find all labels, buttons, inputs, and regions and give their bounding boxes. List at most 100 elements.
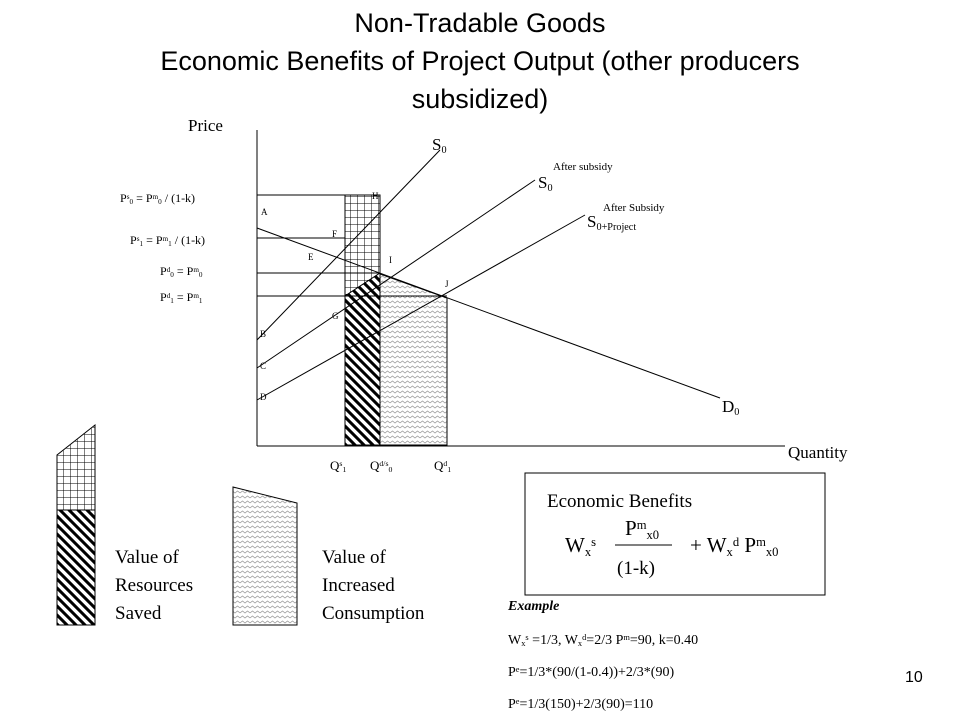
label-text: P xyxy=(508,697,516,712)
example-line: Wxs =1/3, Wxd=2/3 Pm=90, k=0.40 xyxy=(508,633,698,648)
page-number: 10 xyxy=(905,669,923,686)
label-sup: m xyxy=(163,235,169,243)
label-text: = P xyxy=(174,264,194,278)
legend-swatch-zig xyxy=(232,486,298,626)
label-text: Q xyxy=(330,458,340,473)
formula-part: Wxs xyxy=(565,533,596,559)
label-sup: s xyxy=(525,633,528,642)
label-sup: d xyxy=(733,535,740,549)
curve-label: D0 xyxy=(722,397,739,418)
label-sup: m xyxy=(623,633,630,642)
legend-label: Value of xyxy=(322,547,387,568)
curve-label: S0 xyxy=(538,173,553,194)
label-sup: d xyxy=(167,292,171,300)
resources-diag-area xyxy=(344,272,381,446)
label-sub: x xyxy=(521,639,526,648)
label-text: + W xyxy=(690,533,727,557)
label-sup: m xyxy=(193,292,199,300)
point-label: F xyxy=(332,229,337,239)
label-text: / (1-k) xyxy=(172,233,205,247)
demand-d0 xyxy=(256,227,721,399)
y-axis-label: Price xyxy=(188,116,223,135)
label-text: P xyxy=(160,290,167,304)
label-sub: x xyxy=(585,545,592,559)
label-text: S xyxy=(538,173,547,192)
curve-label: S0 xyxy=(432,135,447,156)
label-text: S xyxy=(587,212,596,231)
point-label: D xyxy=(260,392,267,402)
label-text: = P xyxy=(133,191,153,205)
supply-s0 xyxy=(256,149,441,341)
label-sub: 0+Project xyxy=(596,222,636,233)
label-sup: e xyxy=(516,697,520,706)
curve-note: After subsidy xyxy=(553,161,613,173)
label-text: P xyxy=(120,191,127,205)
label-sub: 0 xyxy=(158,198,162,206)
formula-denominator: (1-k) xyxy=(617,558,655,579)
label-text: Q xyxy=(370,458,380,473)
consumption-area xyxy=(379,273,448,446)
legend-swatch-diag xyxy=(56,509,96,626)
label-sup: e xyxy=(516,665,520,674)
curve-note: After Subsidy xyxy=(603,202,665,214)
label-text: P xyxy=(508,665,516,680)
price-label: Ps0 = Pm0 / (1-k) xyxy=(120,191,195,206)
label-sub: 1 xyxy=(168,240,172,248)
label-sup: s xyxy=(137,235,140,243)
label-sup: d/s xyxy=(379,459,388,468)
label-sub: x0 xyxy=(646,528,659,542)
label-sup: s xyxy=(339,459,342,468)
title-line: Non-Tradable Goods xyxy=(354,8,605,38)
label-sup: m xyxy=(756,535,766,549)
curve-label: S0+Project xyxy=(587,212,636,233)
supply-project xyxy=(256,214,586,401)
formula-numerator: Pmx0 xyxy=(625,516,659,542)
label-text: P xyxy=(739,533,756,557)
label-sup: m xyxy=(637,518,647,532)
label-sub: 0 xyxy=(547,183,552,194)
label-sup: d xyxy=(443,459,447,468)
quantity-label: Qd1 xyxy=(434,458,451,474)
label-sub: x xyxy=(727,545,734,559)
supply-subsidy xyxy=(256,179,536,369)
label-sub: 1 xyxy=(140,240,144,248)
label-text: P xyxy=(625,516,637,540)
formula-part: + Wxd Pmx0 xyxy=(690,533,778,559)
price-label: Pd1 = Pm1 xyxy=(160,290,203,305)
benefits-box xyxy=(524,472,826,596)
label-sub: 0 xyxy=(199,271,203,279)
example-line: Pe=1/3(150)+2/3(90)=110 xyxy=(508,697,653,712)
label-sub: 0 xyxy=(170,271,174,279)
point-label: B xyxy=(260,329,266,339)
legend-label: Resources xyxy=(115,575,193,596)
label-text: Q xyxy=(434,458,444,473)
label-sub: x0 xyxy=(766,545,779,559)
label-sup: d xyxy=(582,633,587,642)
label-sub: 0 xyxy=(389,465,393,474)
point-label: C xyxy=(260,361,266,371)
label-sup: m xyxy=(193,266,199,274)
point-label: A xyxy=(261,207,268,217)
label-sup: s xyxy=(127,193,130,201)
title-line: Economic Benefits of Project Output (oth… xyxy=(160,46,799,76)
label-text: =2/3 P xyxy=(586,633,623,648)
label-text: D xyxy=(722,397,734,416)
legend-label: Increased xyxy=(322,575,395,596)
title-line: subsidized) xyxy=(412,84,549,114)
label-sub: 1 xyxy=(447,465,451,474)
price-label: Pd0 = Pm0 xyxy=(160,264,203,279)
label-text: W xyxy=(508,633,522,648)
label-sup: s xyxy=(591,535,596,549)
label-sub: 1 xyxy=(199,297,203,305)
label-sub: 1 xyxy=(342,465,346,474)
label-text: = P xyxy=(143,233,163,247)
label-text: W xyxy=(565,533,585,557)
legend-label: Saved xyxy=(115,603,162,624)
legend-label: Consumption xyxy=(322,603,425,624)
benefits-title: Economic Benefits xyxy=(547,491,692,512)
label-text: =1/3*(90/(1-0.4))+2/3*(90) xyxy=(520,665,675,680)
legend-swatch-grid xyxy=(56,423,96,511)
legend-label: Value of xyxy=(115,547,180,568)
label-sub: 0 xyxy=(130,198,134,206)
label-text: P xyxy=(160,264,167,278)
